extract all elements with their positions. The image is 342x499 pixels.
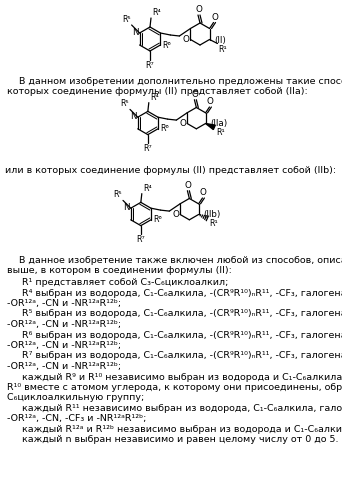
- Text: R⁶ выбран из водорода, C₁-C₆алкила, -(CR⁹R¹⁰)ₙR¹¹, -CF₃, галогена,: R⁶ выбран из водорода, C₁-C₆алкила, -(CR…: [7, 330, 342, 339]
- Text: R⁴: R⁴: [143, 184, 152, 193]
- Text: или в которых соединение формулы (II) представляет собой (IIb):: или в которых соединение формулы (II) пр…: [5, 166, 336, 175]
- Text: выше, в котором в соединении формулы (II):: выше, в котором в соединении формулы (II…: [7, 266, 232, 275]
- Text: R⁶: R⁶: [153, 216, 162, 225]
- Text: R⁵: R⁵: [120, 99, 129, 108]
- Text: (IIb): (IIb): [203, 211, 220, 220]
- Text: которых соединение формулы (II) представляет собой (IIa):: которых соединение формулы (II) представ…: [7, 87, 308, 96]
- Text: R⁷: R⁷: [143, 144, 152, 153]
- Text: R⁵: R⁵: [122, 15, 131, 24]
- Text: N: N: [123, 203, 130, 212]
- Text: R¹: R¹: [219, 44, 227, 53]
- Text: R⁷: R⁷: [146, 61, 154, 70]
- Text: R¹ представляет собой C₃-C₆циклоалкил;: R¹ представляет собой C₃-C₆циклоалкил;: [7, 278, 228, 287]
- Text: R¹⁰ вместе с атомом углерода, к которому они присоединены, образуют C₃-: R¹⁰ вместе с атомом углерода, к которому…: [7, 383, 342, 392]
- Text: O: O: [179, 119, 186, 128]
- Polygon shape: [206, 123, 215, 130]
- Text: O: O: [196, 5, 202, 14]
- Text: R⁵: R⁵: [114, 191, 122, 200]
- Text: каждый R¹¹ независимо выбран из водорода, C₁-C₆алкила, галогена,: каждый R¹¹ независимо выбран из водорода…: [7, 404, 342, 413]
- Text: -OR¹²ᵃ, -CN и -NR¹²ᵃR¹²ᵇ;: -OR¹²ᵃ, -CN и -NR¹²ᵃR¹²ᵇ;: [7, 320, 121, 329]
- Text: N: N: [132, 27, 139, 36]
- Text: R⁶: R⁶: [162, 40, 171, 49]
- Text: O: O: [185, 181, 192, 190]
- Text: каждый R⁹ и R¹⁰ независимо выбран из водорода и C₁-C₆алкила, или R⁹ и: каждый R⁹ и R¹⁰ независимо выбран из вод…: [7, 372, 342, 382]
- Text: -OR¹²ᵃ, -CN и -NR¹²ᵃR¹²ᵇ;: -OR¹²ᵃ, -CN и -NR¹²ᵃR¹²ᵇ;: [7, 341, 121, 350]
- Text: O: O: [207, 97, 214, 106]
- Text: N: N: [130, 112, 137, 121]
- Text: R⁴ выбран из водорода, C₁-C₆алкила, -(CR⁹R¹⁰)ₙR¹¹, -CF₃, галогена,: R⁴ выбран из водорода, C₁-C₆алкила, -(CR…: [7, 288, 342, 297]
- Text: O: O: [183, 35, 189, 44]
- Text: O: O: [211, 12, 218, 21]
- Text: R⁷: R⁷: [136, 236, 145, 245]
- Text: (II): (II): [214, 35, 226, 44]
- Text: (IIa): (IIa): [210, 119, 227, 128]
- Text: C₆циклоалкильную группу;: C₆циклоалкильную группу;: [7, 394, 144, 403]
- Text: R⁷ выбран из водорода, C₁-C₆алкила, -(CR⁹R¹⁰)ₙR¹¹, -CF₃, галогена,: R⁷ выбран из водорода, C₁-C₆алкила, -(CR…: [7, 351, 342, 360]
- Text: В данном изобретении дополнительно предложены такие способы, в: В данном изобретении дополнительно предл…: [7, 77, 342, 86]
- Text: O: O: [200, 188, 207, 197]
- Text: В данное изобретение также включен любой из способов, описанных: В данное изобретение также включен любой…: [7, 256, 342, 265]
- Text: каждый n выбран независимо и равен целому числу от 0 до 5.: каждый n выбран независимо и равен целом…: [7, 436, 339, 445]
- Text: O: O: [192, 90, 199, 99]
- Text: R¹: R¹: [209, 220, 218, 229]
- Text: O: O: [172, 210, 179, 219]
- Text: каждый R¹²ᵃ и R¹²ᵇ независимо выбран из водорода и C₁-C₆алкила; и: каждый R¹²ᵃ и R¹²ᵇ независимо выбран из …: [7, 425, 342, 434]
- Text: R⁶: R⁶: [160, 124, 169, 133]
- Text: R⁴: R⁴: [152, 8, 161, 17]
- Text: R⁵ выбран из водорода, C₁-C₆алкила, -(CR⁹R¹⁰)ₙR¹¹, -CF₃, галогена,: R⁵ выбран из водорода, C₁-C₆алкила, -(CR…: [7, 309, 342, 318]
- Text: -OR¹²ᵃ, -CN и -NR¹²ᵃR¹²ᵇ;: -OR¹²ᵃ, -CN и -NR¹²ᵃR¹²ᵇ;: [7, 362, 121, 371]
- Text: -OR¹²ᵃ, -CN, -CF₃ и -NR¹²ᵃR¹²ᵇ;: -OR¹²ᵃ, -CN, -CF₃ и -NR¹²ᵃR¹²ᵇ;: [7, 415, 146, 424]
- Text: R⁴: R⁴: [150, 93, 159, 102]
- Text: -OR¹²ᵃ, -CN и -NR¹²ᵃR¹²ᵇ;: -OR¹²ᵃ, -CN и -NR¹²ᵃR¹²ᵇ;: [7, 299, 121, 308]
- Text: R¹: R¹: [216, 128, 225, 137]
